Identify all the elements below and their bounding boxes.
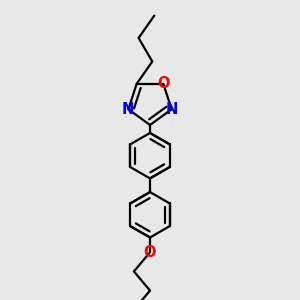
Text: O: O bbox=[158, 76, 170, 91]
Text: O: O bbox=[144, 245, 156, 260]
Text: N: N bbox=[166, 102, 178, 117]
Text: N: N bbox=[122, 102, 134, 117]
